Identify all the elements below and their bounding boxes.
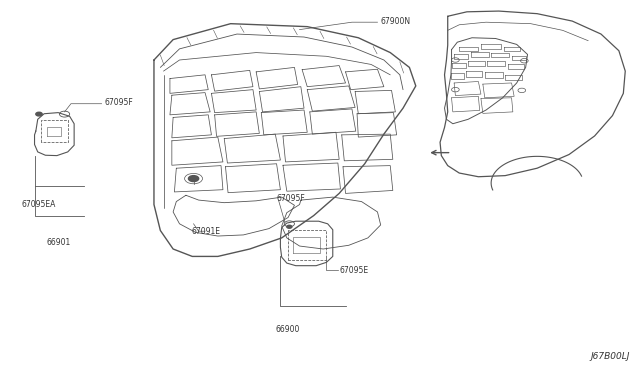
- Circle shape: [287, 225, 292, 228]
- Text: 67095EA: 67095EA: [21, 200, 56, 209]
- Text: 67900N: 67900N: [381, 17, 411, 26]
- Text: 67091E: 67091E: [191, 227, 220, 236]
- Text: 67095E: 67095E: [339, 266, 368, 275]
- Text: 67095F: 67095F: [104, 98, 133, 107]
- Text: J67B00LJ: J67B00LJ: [590, 352, 630, 361]
- Text: 67095F: 67095F: [276, 195, 305, 203]
- Circle shape: [36, 112, 42, 116]
- Text: 66901: 66901: [47, 238, 71, 247]
- Circle shape: [188, 176, 198, 182]
- Text: 66900: 66900: [275, 325, 300, 334]
